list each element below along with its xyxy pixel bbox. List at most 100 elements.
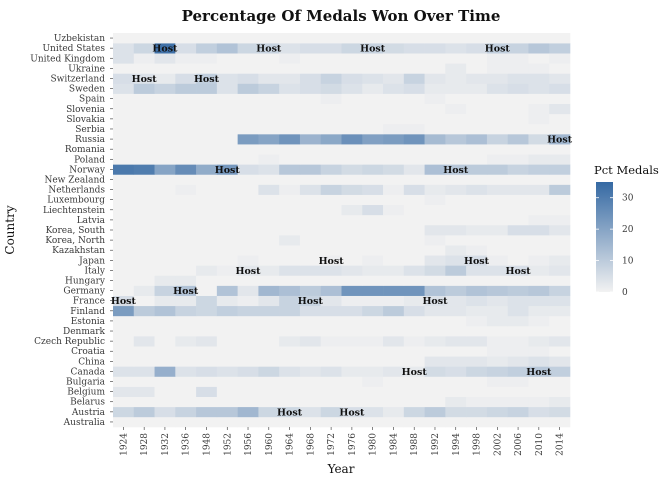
y-tick-serbia: Serbia: [75, 125, 105, 135]
cell-ukraine-1956: [237, 63, 259, 74]
cell-japan-1936: [175, 255, 197, 266]
cell-switzerland-1928: [133, 73, 155, 84]
y-tick-italy: Italy: [84, 266, 105, 276]
cell-australia-2006: [507, 416, 529, 428]
cell-finland-2006: [507, 305, 529, 317]
cell-latvia-1998: [466, 214, 488, 226]
cell-czech-republic-1988: [403, 336, 425, 347]
cell-russia-2010: [528, 134, 550, 145]
cell-norway-1976: [341, 164, 363, 175]
cell-korea-north-2014: [549, 235, 571, 246]
cell-norway-1952: [216, 164, 238, 175]
cell-latvia-1952: [216, 214, 238, 226]
cell-japan-2014: [549, 255, 571, 266]
cell-new-zealand-2002: [486, 174, 508, 185]
cell-china-2014: [549, 356, 571, 367]
cell-korea-north-1932: [154, 235, 176, 246]
cell-poland-1936: [175, 154, 197, 165]
cell-denmark-1924: [113, 325, 135, 337]
cell-austria-1972: [320, 406, 342, 418]
cell-belgium-1976: [341, 386, 363, 397]
cell-australia-1960: [258, 416, 280, 428]
cell-italy-2006: [507, 265, 529, 276]
cell-netherlands-1936: [175, 184, 197, 195]
cell-switzerland-1960: [258, 73, 280, 84]
cell-serbia-1960: [258, 123, 280, 135]
cell-latvia-1994: [445, 214, 467, 226]
chart-title: Percentage Of Medals Won Over Time: [182, 7, 501, 25]
cell-liechtenstein-1956: [237, 204, 259, 216]
legend-tick-10: 10: [622, 257, 634, 267]
cell-italy-1924: [113, 265, 135, 276]
y-tick-luxembourg: Luxembourg: [47, 196, 105, 206]
cell-serbia-2006: [507, 123, 529, 135]
cell-liechtenstein-1928: [133, 204, 155, 216]
cell-canada-1972: [320, 366, 342, 377]
cell-luxembourg-1984: [383, 194, 405, 206]
cell-slovakia-1932: [154, 113, 176, 125]
cell-belarus-1984: [383, 396, 405, 408]
cell-france-2014: [549, 295, 571, 307]
cell-italy-1984: [383, 265, 405, 276]
x-tick-1948: 1948: [202, 433, 212, 456]
cell-serbia-1984: [383, 123, 405, 135]
cell-spain-2014: [549, 93, 571, 105]
x-tick-1980: 1980: [369, 433, 379, 456]
y-tick-sweden: Sweden: [69, 85, 105, 95]
cell-serbia-1932: [154, 123, 176, 135]
cell-bulgaria-1928: [133, 376, 155, 387]
cell-serbia-1928: [133, 123, 155, 135]
cell-new-zealand-2010: [528, 174, 550, 185]
cell-latvia-1960: [258, 214, 280, 226]
cell-czech-republic-1956: [237, 336, 259, 347]
cell-czech-republic-2014: [549, 336, 571, 347]
cell-korea-south-1928: [133, 224, 155, 236]
cell-finland-1960: [258, 305, 280, 317]
cell-hungary-1976: [341, 275, 363, 286]
cell-new-zealand-1936: [175, 174, 197, 185]
cell-romania-1960: [258, 144, 280, 155]
cell-korea-north-2006: [507, 235, 529, 246]
cell-bulgaria-1998: [466, 376, 488, 387]
cell-slovakia-1994: [445, 113, 467, 125]
cell-liechtenstein-1994: [445, 204, 467, 216]
cell-romania-2010: [528, 144, 550, 155]
cell-australia-1932: [154, 416, 176, 428]
cell-finland-1988: [403, 305, 425, 317]
cell-finland-2010: [528, 305, 550, 317]
cell-canada-1998: [466, 366, 488, 377]
cell-belgium-1960: [258, 386, 280, 397]
cell-romania-2014: [549, 144, 571, 155]
y-tick-croatia: Croatia: [71, 347, 105, 357]
cell-denmark-1956: [237, 325, 259, 337]
cell-france-1968: [299, 295, 322, 307]
cell-kazakhstan-1936: [175, 245, 197, 256]
cell-kazakhstan-1984: [383, 245, 405, 256]
cell-japan-1956: [237, 255, 259, 266]
cell-slovakia-1998: [466, 113, 488, 125]
cell-australia-1972: [320, 416, 342, 428]
cell-luxembourg-1956: [237, 194, 259, 206]
cell-korea-north-1980: [362, 235, 384, 246]
cell-latvia-1984: [383, 214, 405, 226]
cell-estonia-2006: [507, 315, 529, 327]
cell-korea-north-1960: [258, 235, 280, 246]
cell-germany-1984: [383, 285, 405, 296]
cell-hungary-1992: [424, 275, 446, 286]
cell-china-1956: [237, 356, 259, 367]
cell-korea-north-1998: [466, 235, 488, 246]
cell-norway-1992: [424, 164, 446, 175]
host-label-france-1992: Host: [422, 296, 448, 307]
cell-denmark-2014: [549, 325, 571, 337]
cell-serbia-1998: [466, 123, 488, 135]
cell-belarus-1948: [196, 396, 218, 408]
cell-australia-2002: [486, 416, 508, 428]
cell-new-zealand-1968: [299, 174, 322, 185]
cell-kazakhstan-2002: [486, 245, 508, 256]
cell-ukraine-2002: [486, 63, 508, 74]
cell-bulgaria-1936: [175, 376, 197, 387]
cell-liechtenstein-1968: [299, 204, 322, 216]
cell-czech-republic-1980: [362, 336, 384, 347]
cell-belgium-1964: [279, 386, 301, 397]
cell-netherlands-1998: [466, 184, 488, 195]
